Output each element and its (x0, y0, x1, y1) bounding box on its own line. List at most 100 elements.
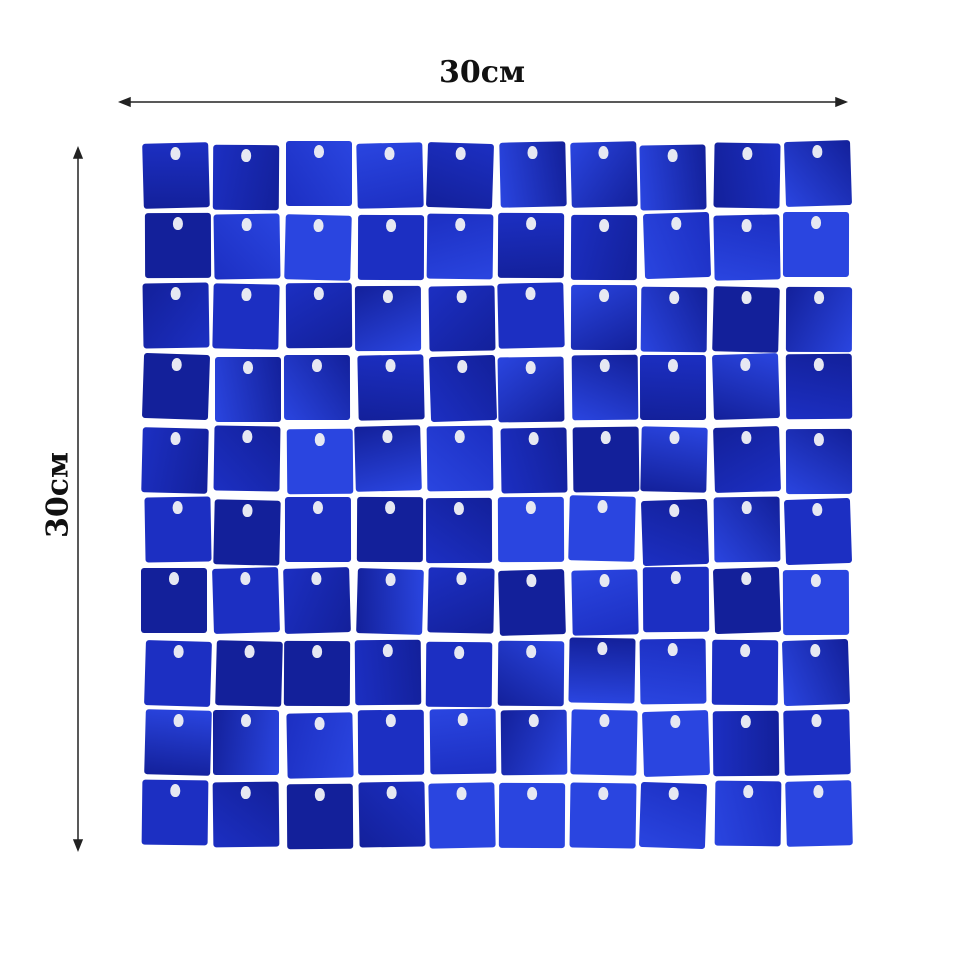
hanging-hole (314, 145, 325, 159)
hanging-hole (600, 431, 611, 445)
sequin-tile (498, 782, 566, 848)
hanging-hole (171, 358, 182, 372)
hanging-hole (241, 429, 253, 444)
hanging-hole (241, 288, 252, 302)
sequin-tile (357, 496, 424, 563)
sequin-tile (785, 286, 852, 352)
sequin-tile (426, 213, 494, 279)
sequin-tile (782, 569, 849, 636)
sequin-tile (785, 428, 852, 494)
hanging-hole (170, 784, 181, 798)
sequin-tile (426, 497, 493, 564)
hanging-hole (670, 571, 682, 585)
sequin-tile (711, 353, 780, 421)
sequin-tile (639, 781, 708, 849)
hanging-hole (813, 290, 824, 304)
sequin-tile (713, 567, 782, 635)
hanging-hole (599, 573, 610, 587)
hanging-hole (526, 360, 537, 375)
sequin-tile (285, 283, 353, 349)
hanging-hole (172, 501, 183, 515)
sequin-tile (213, 425, 281, 492)
sequin-tile (571, 569, 639, 636)
sequin-tile (283, 567, 351, 635)
sequin-tile (497, 282, 565, 350)
hanging-hole (599, 358, 610, 372)
sequin-tile (142, 282, 210, 349)
sequin-tile (570, 215, 637, 281)
hanging-hole (386, 786, 397, 800)
sequin-tile (640, 354, 707, 420)
sequin-tile (784, 497, 853, 565)
sequin-tile (640, 286, 707, 352)
sequin-tile (498, 640, 565, 707)
sequin-tile (500, 709, 567, 776)
sequin-tile (572, 427, 640, 493)
sequin-tile (357, 214, 424, 280)
hanging-hole (740, 644, 751, 658)
hanging-hole (240, 148, 251, 162)
hanging-hole (598, 219, 609, 233)
sequin-tile (569, 782, 637, 849)
sequin-tile (284, 640, 351, 707)
sequin-tile (429, 708, 497, 775)
sequin-tile (713, 214, 781, 282)
hanging-hole (314, 432, 326, 446)
sequin-tile (212, 144, 279, 210)
hanging-hole (597, 641, 608, 656)
hanging-hole (312, 645, 323, 659)
hanging-hole (385, 572, 396, 587)
sequin-tile (714, 780, 781, 847)
hanging-hole (172, 217, 183, 231)
hanging-hole (599, 714, 610, 728)
hanging-hole (527, 146, 538, 160)
hanging-hole (456, 786, 467, 800)
sequin-tile (355, 568, 424, 635)
sequin-tile (639, 638, 707, 705)
sequin-tile (215, 357, 282, 423)
sequin-tile (497, 213, 564, 279)
hanging-hole (813, 784, 824, 798)
sequin-tile (425, 641, 493, 708)
sequin-tile (570, 141, 638, 209)
sequin-tile (140, 427, 209, 494)
hanging-hole (598, 146, 609, 160)
sequin-tile (426, 426, 494, 492)
sequin-tile (141, 568, 208, 634)
sequin-tile (785, 779, 853, 847)
hanging-hole (741, 501, 752, 515)
hanging-hole (456, 571, 467, 586)
hanging-hole (742, 146, 753, 160)
hanging-hole (385, 500, 396, 514)
sequin-tile (568, 637, 636, 704)
sequin-tile (712, 286, 781, 353)
hanging-hole (313, 500, 324, 514)
sequin-tile (500, 427, 568, 494)
sequin-tile (356, 353, 425, 421)
sequin-tile (211, 567, 280, 635)
hanging-hole (240, 714, 251, 728)
sequin-tile (283, 355, 350, 421)
sequin-tile (782, 212, 850, 278)
hanging-hole (810, 574, 821, 588)
hanging-hole (385, 218, 396, 232)
hanging-hole (742, 785, 753, 799)
hanging-hole (810, 643, 821, 658)
sequin-tile (571, 354, 639, 421)
hanging-hole (384, 358, 396, 372)
hanging-hole (456, 289, 467, 303)
hanging-hole (313, 287, 324, 301)
sequin-tile (427, 567, 495, 634)
sequin-tile (568, 495, 637, 562)
hanging-hole (242, 503, 253, 518)
hanging-hole (526, 644, 537, 658)
hanging-hole (668, 358, 679, 372)
hanging-hole (525, 217, 536, 231)
hanging-hole (384, 146, 395, 161)
sequin-tile (144, 213, 211, 279)
hanging-hole (311, 359, 322, 373)
hanging-hole (739, 357, 751, 372)
sequin-tile (713, 142, 781, 209)
hanging-hole (525, 501, 536, 515)
